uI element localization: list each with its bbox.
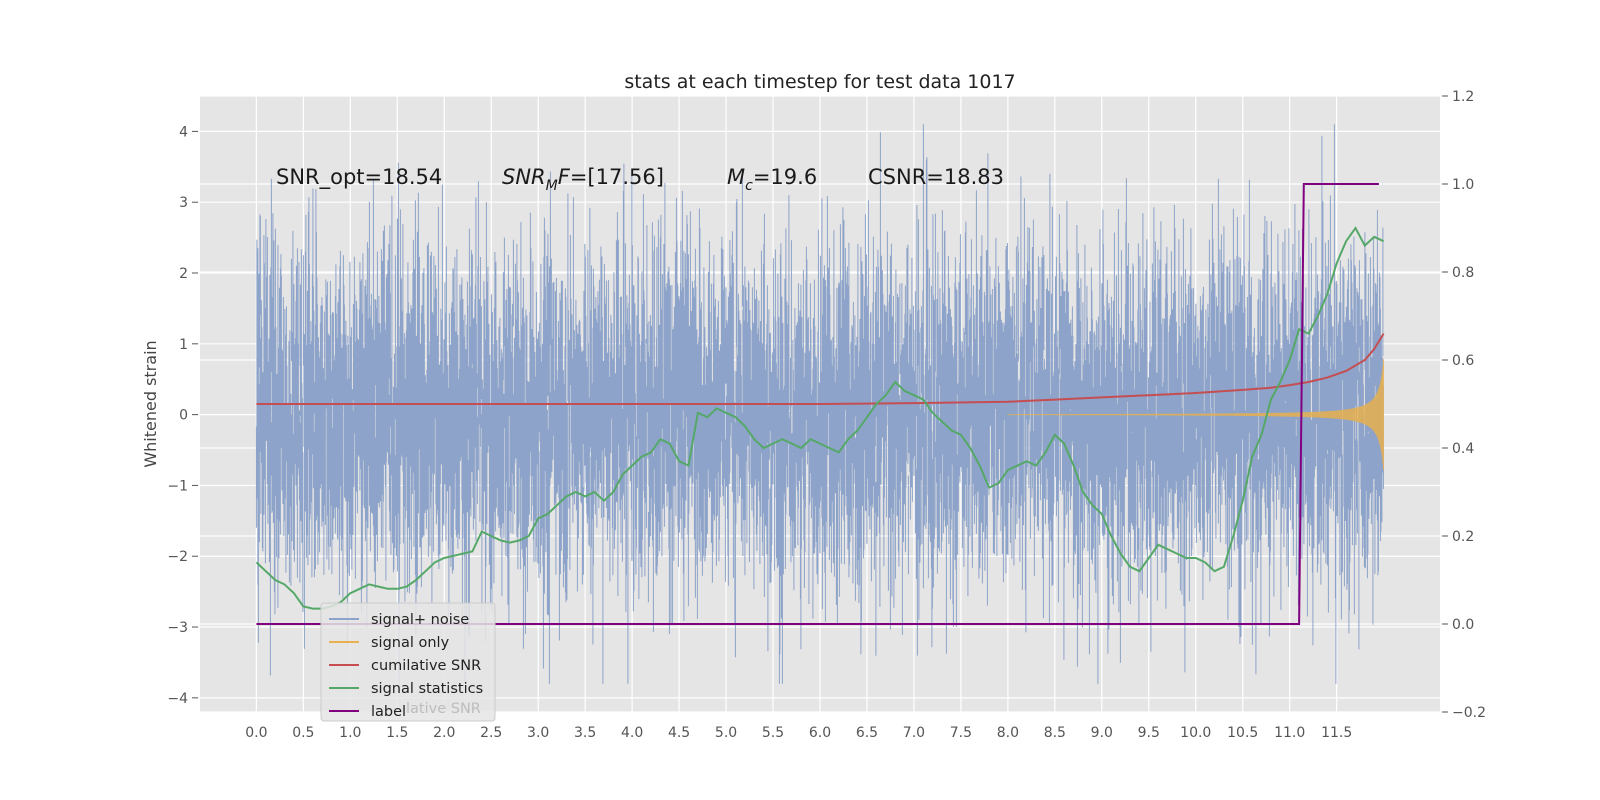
y-tick-label: 4 — [179, 124, 188, 140]
annotation-snr-mf-main: SNR — [502, 165, 546, 189]
x-tick-label: 8.0 — [997, 725, 1019, 741]
x-tick-label: 4.5 — [668, 725, 690, 741]
annotation-mc: Mc=19.6 — [727, 165, 817, 194]
x-tick-label: 1.0 — [339, 725, 361, 741]
x-tick-label: 7.5 — [950, 725, 972, 741]
x-tick-label: 9.5 — [1138, 725, 1160, 741]
y-tick-label: −4 — [167, 691, 188, 707]
x-tick-label: 5.0 — [715, 725, 737, 741]
annotation-snr-mf: SNRMF=[17.56] — [502, 165, 664, 194]
y-axis-label: Whitened strain — [141, 340, 160, 467]
x-tick-label: 6.0 — [809, 725, 831, 741]
x-tick-label: 11.0 — [1274, 725, 1305, 741]
legend-box — [320, 602, 496, 722]
signal-only-series — [1007, 359, 1384, 470]
x-tick-label: 3.0 — [527, 725, 549, 741]
y2-tick-label: 0.0 — [1452, 617, 1474, 633]
x-tick-label: 5.5 — [762, 725, 784, 741]
annotation-csnr: CSNR=18.83 — [868, 165, 1004, 189]
chart-title: stats at each timestep for test data 101… — [624, 71, 1015, 93]
legend-label: cumilative SNR — [371, 658, 481, 674]
annotation-mc-main: M — [727, 165, 745, 189]
y-axis-left: −4 −3 −2 −1 0 1 2 3 4 — [167, 124, 198, 707]
y2-tick-label: 1.2 — [1452, 89, 1474, 105]
y2-tick-label: 0.8 — [1452, 265, 1474, 281]
y-tick-label: −3 — [167, 620, 188, 636]
y-tick-label: 2 — [179, 266, 188, 282]
legend-occluded-text: lative SNR — [406, 701, 481, 717]
x-tick-label: 10.0 — [1180, 725, 1211, 741]
x-tick-label: 0.5 — [292, 725, 314, 741]
series-line-cumilative-snr — [256, 333, 1385, 405]
x-tick-label: 3.5 — [574, 725, 596, 741]
signal-noise-line — [255, 124, 1384, 684]
y-tick-label: 0 — [179, 408, 188, 424]
series-line-label — [256, 183, 1379, 625]
x-tick-label: 8.5 — [1044, 725, 1066, 741]
x-tick-label: 4.0 — [621, 725, 643, 741]
signal-noise-series — [255, 124, 1384, 684]
y-axis-right: −0.2 0.0 0.2 0.4 0.6 0.8 1.0 1.2 — [1442, 89, 1486, 721]
x-tick-label: 10.5 — [1227, 725, 1258, 741]
annotation-mc-sub: c — [745, 178, 753, 194]
annotation-mc-rest: =19.6 — [753, 165, 817, 189]
legend-label: label — [371, 704, 406, 720]
y2-tick-label: 1.0 — [1452, 177, 1474, 193]
x-axis: 0.0 0.5 1.0 1.5 2.0 2.5 3.0 3.5 4.0 4.5 5.0 5.5 6.0 6… — [245, 725, 1352, 741]
x-tick-label: 1.5 — [386, 725, 408, 741]
legend-label: signal only — [371, 635, 450, 651]
signal-only-line — [1007, 359, 1384, 470]
series-line-signal-statistics — [255, 226, 1385, 610]
y2-tick-label: 0.6 — [1452, 353, 1474, 369]
annotation-snr-mf-sub: M — [546, 178, 558, 194]
legend-label: signal+ noise — [371, 612, 469, 628]
x-tick-label: 11.5 — [1321, 725, 1352, 741]
x-tick-label: 6.5 — [856, 725, 878, 741]
legend-items: signal+ noise signal only cumilative SNR si… — [329, 612, 483, 720]
y-tick-label: 3 — [179, 195, 188, 211]
y2-tick-label: −0.2 — [1452, 705, 1486, 721]
x-tick-label: 2.5 — [480, 725, 502, 741]
y-tick-label: −2 — [167, 549, 188, 565]
x-tick-label: 7.0 — [903, 725, 925, 741]
y2-tick-label: 0.4 — [1452, 441, 1474, 457]
x-tick-label: 9.0 — [1091, 725, 1113, 741]
annotation-snr-mf-rest-italic: F — [558, 165, 571, 189]
legend: lative SNR signal+ noise signal only cumil… — [320, 602, 496, 722]
y-tick-label: 1 — [179, 337, 188, 353]
annotation-snr-opt: SNR_opt=18.54 — [276, 165, 442, 190]
annotation-snr-mf-rest: =[17.56] — [570, 165, 664, 189]
line-series — [255, 183, 1385, 625]
y-tick-label: −1 — [167, 478, 188, 494]
y2-tick-label: 0.2 — [1452, 529, 1474, 545]
x-tick-label: 0.0 — [245, 725, 267, 741]
legend-label: signal statistics — [371, 681, 483, 697]
x-tick-label: 2.0 — [433, 725, 455, 741]
